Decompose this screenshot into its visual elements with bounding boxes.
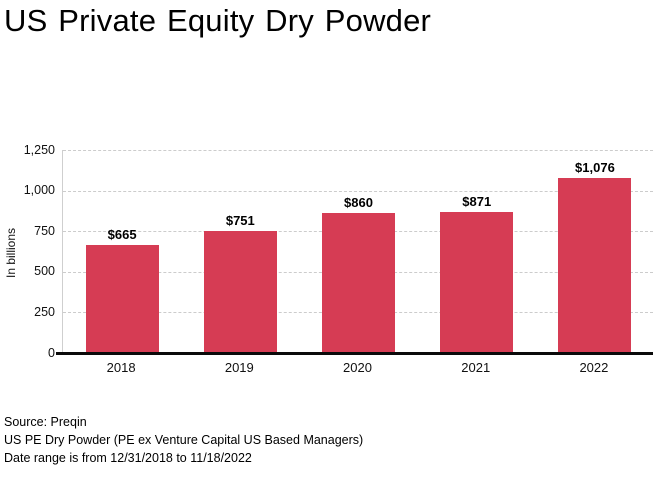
gridline <box>63 150 653 151</box>
x-tick-label: 2020 <box>343 360 372 375</box>
x-axis-line <box>56 352 653 355</box>
bar-column: $860 <box>299 150 417 353</box>
source-note-line: Source: Preqin <box>4 415 87 429</box>
bar-value-label: $860 <box>344 195 373 210</box>
bar-column: $751 <box>181 150 299 353</box>
bar-series: $665 $751 $860 $871 $1,076 <box>63 150 654 353</box>
bar <box>558 178 632 353</box>
x-tick-label: 2019 <box>224 360 254 375</box>
y-tick-label: 250 <box>34 304 55 319</box>
y-axis-tick-labels: 0 250 500 750 1,000 1,250 <box>0 0 55 479</box>
chart-title: US Private Equity Dry Powder <box>4 3 432 38</box>
x-tick-label: 2018 <box>106 360 136 375</box>
x-axis-tick-labels: 2018 2019 2020 2021 2022 <box>62 360 653 375</box>
x-tick-label: 2021 <box>461 360 491 375</box>
y-tick-label: 0 <box>48 345 55 360</box>
bar <box>203 231 277 353</box>
bar-column: $1,076 <box>536 150 654 353</box>
source-note-line: Date range is from 12/31/2018 to 11/18/2… <box>4 451 252 465</box>
bar <box>85 245 159 353</box>
bar <box>440 212 514 353</box>
source-note: Source: Preqin US PE Dry Powder (PE ex Ve… <box>4 413 363 467</box>
bar-column: $871 <box>418 150 536 353</box>
bar-value-label: $871 <box>462 194 492 209</box>
source-note-line: US PE Dry Powder (PE ex Venture Capital … <box>4 433 364 447</box>
y-tick-label: 1,250 <box>23 142 55 157</box>
y-tick-label: 750 <box>34 223 55 238</box>
bar-value-label: $665 <box>107 227 137 242</box>
x-tick-label: 2022 <box>579 360 609 375</box>
bar-column: $665 <box>63 150 181 353</box>
bar-value-label: $1,076 <box>575 160 615 175</box>
bar-value-label: $751 <box>225 213 255 228</box>
bar <box>322 213 395 353</box>
gridline <box>63 190 653 192</box>
y-tick-label: 1,000 <box>23 183 55 198</box>
y-tick-label: 500 <box>34 264 55 279</box>
plot-area: $665 $751 $860 $871 $1,076 <box>62 150 653 353</box>
